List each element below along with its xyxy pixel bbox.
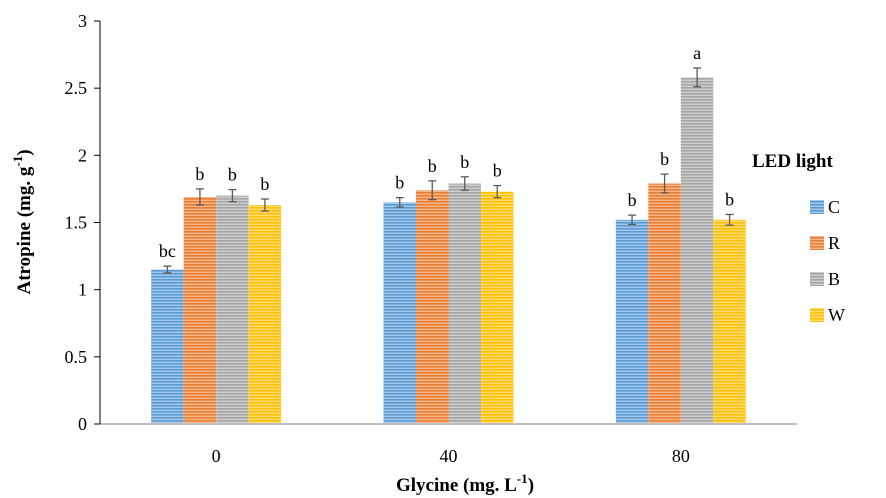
significance-label: b [628,190,637,210]
error-bar [428,180,437,201]
bar-C-40 [383,202,416,424]
bar-W-0 [248,205,282,424]
significance-labels-group: bc b b b b b b b b b a b [159,43,734,261]
bar-C-80 [615,219,649,424]
bar-C-0 [151,269,184,424]
y-tick-label: 1.5 [65,213,88,233]
error-bar [195,188,204,206]
x-axis-tick-labels: 0 40 80 [212,446,690,466]
legend-label-B: B [828,269,840,289]
significance-label: b [260,174,269,194]
y-tick-label: 0.5 [65,347,88,367]
x-axis-title: Glycine (mg. L-1) [396,471,534,496]
bar-W-80 [713,219,746,424]
legend-label-W: W [828,305,845,325]
legend-label-R: R [828,233,840,253]
error-bar [460,176,469,191]
significance-label: b [660,149,669,169]
error-bar [163,265,172,274]
bar-R-80 [648,183,681,424]
y-tick-label: 2.5 [65,78,88,98]
bar-W-40 [481,191,514,424]
bars-group [151,77,746,425]
bar-B-80 [680,77,714,425]
bar-R-40 [416,190,449,424]
y-tick-label: 0 [78,414,87,434]
y-tick-label: 1 [78,280,87,300]
significance-label: b [228,165,237,185]
significance-label: b [395,173,404,193]
y-tick-label: 3 [78,11,87,31]
significance-label: b [460,152,469,172]
error-bar [693,67,702,88]
error-bar [660,173,669,194]
x-tick-label: 0 [212,446,221,466]
significance-label: bc [159,241,176,261]
legend-title: LED light [752,151,833,172]
bar-B-0 [216,195,249,424]
x-tick-label: 80 [672,446,690,466]
error-bars-group [163,67,734,274]
legend-swatch-W [810,308,824,322]
bar-R-0 [183,196,217,424]
error-bar [260,198,269,212]
significance-label: b [493,161,502,181]
significance-label: a [693,43,701,63]
legend-swatch-B [810,272,824,286]
legend-label-C: C [828,197,840,217]
y-tick-label: 2 [78,145,87,165]
legend-swatch-R [810,236,824,250]
significance-label: b [428,156,437,176]
bar-B-40 [448,183,481,424]
x-tick-label: 40 [440,446,458,466]
error-bar [228,188,237,203]
error-bar [395,196,404,208]
significance-label: b [195,164,204,184]
error-bar [628,214,637,226]
significance-label: b [725,189,734,209]
error-bar [725,213,734,226]
error-bar [493,184,502,199]
legend-swatch-C [810,200,824,214]
y-axis-ticks: 0 0.5 1 1.5 2 2.5 3 [65,11,100,434]
y-axis-title: Atropine (mg. g-1) [10,149,35,294]
